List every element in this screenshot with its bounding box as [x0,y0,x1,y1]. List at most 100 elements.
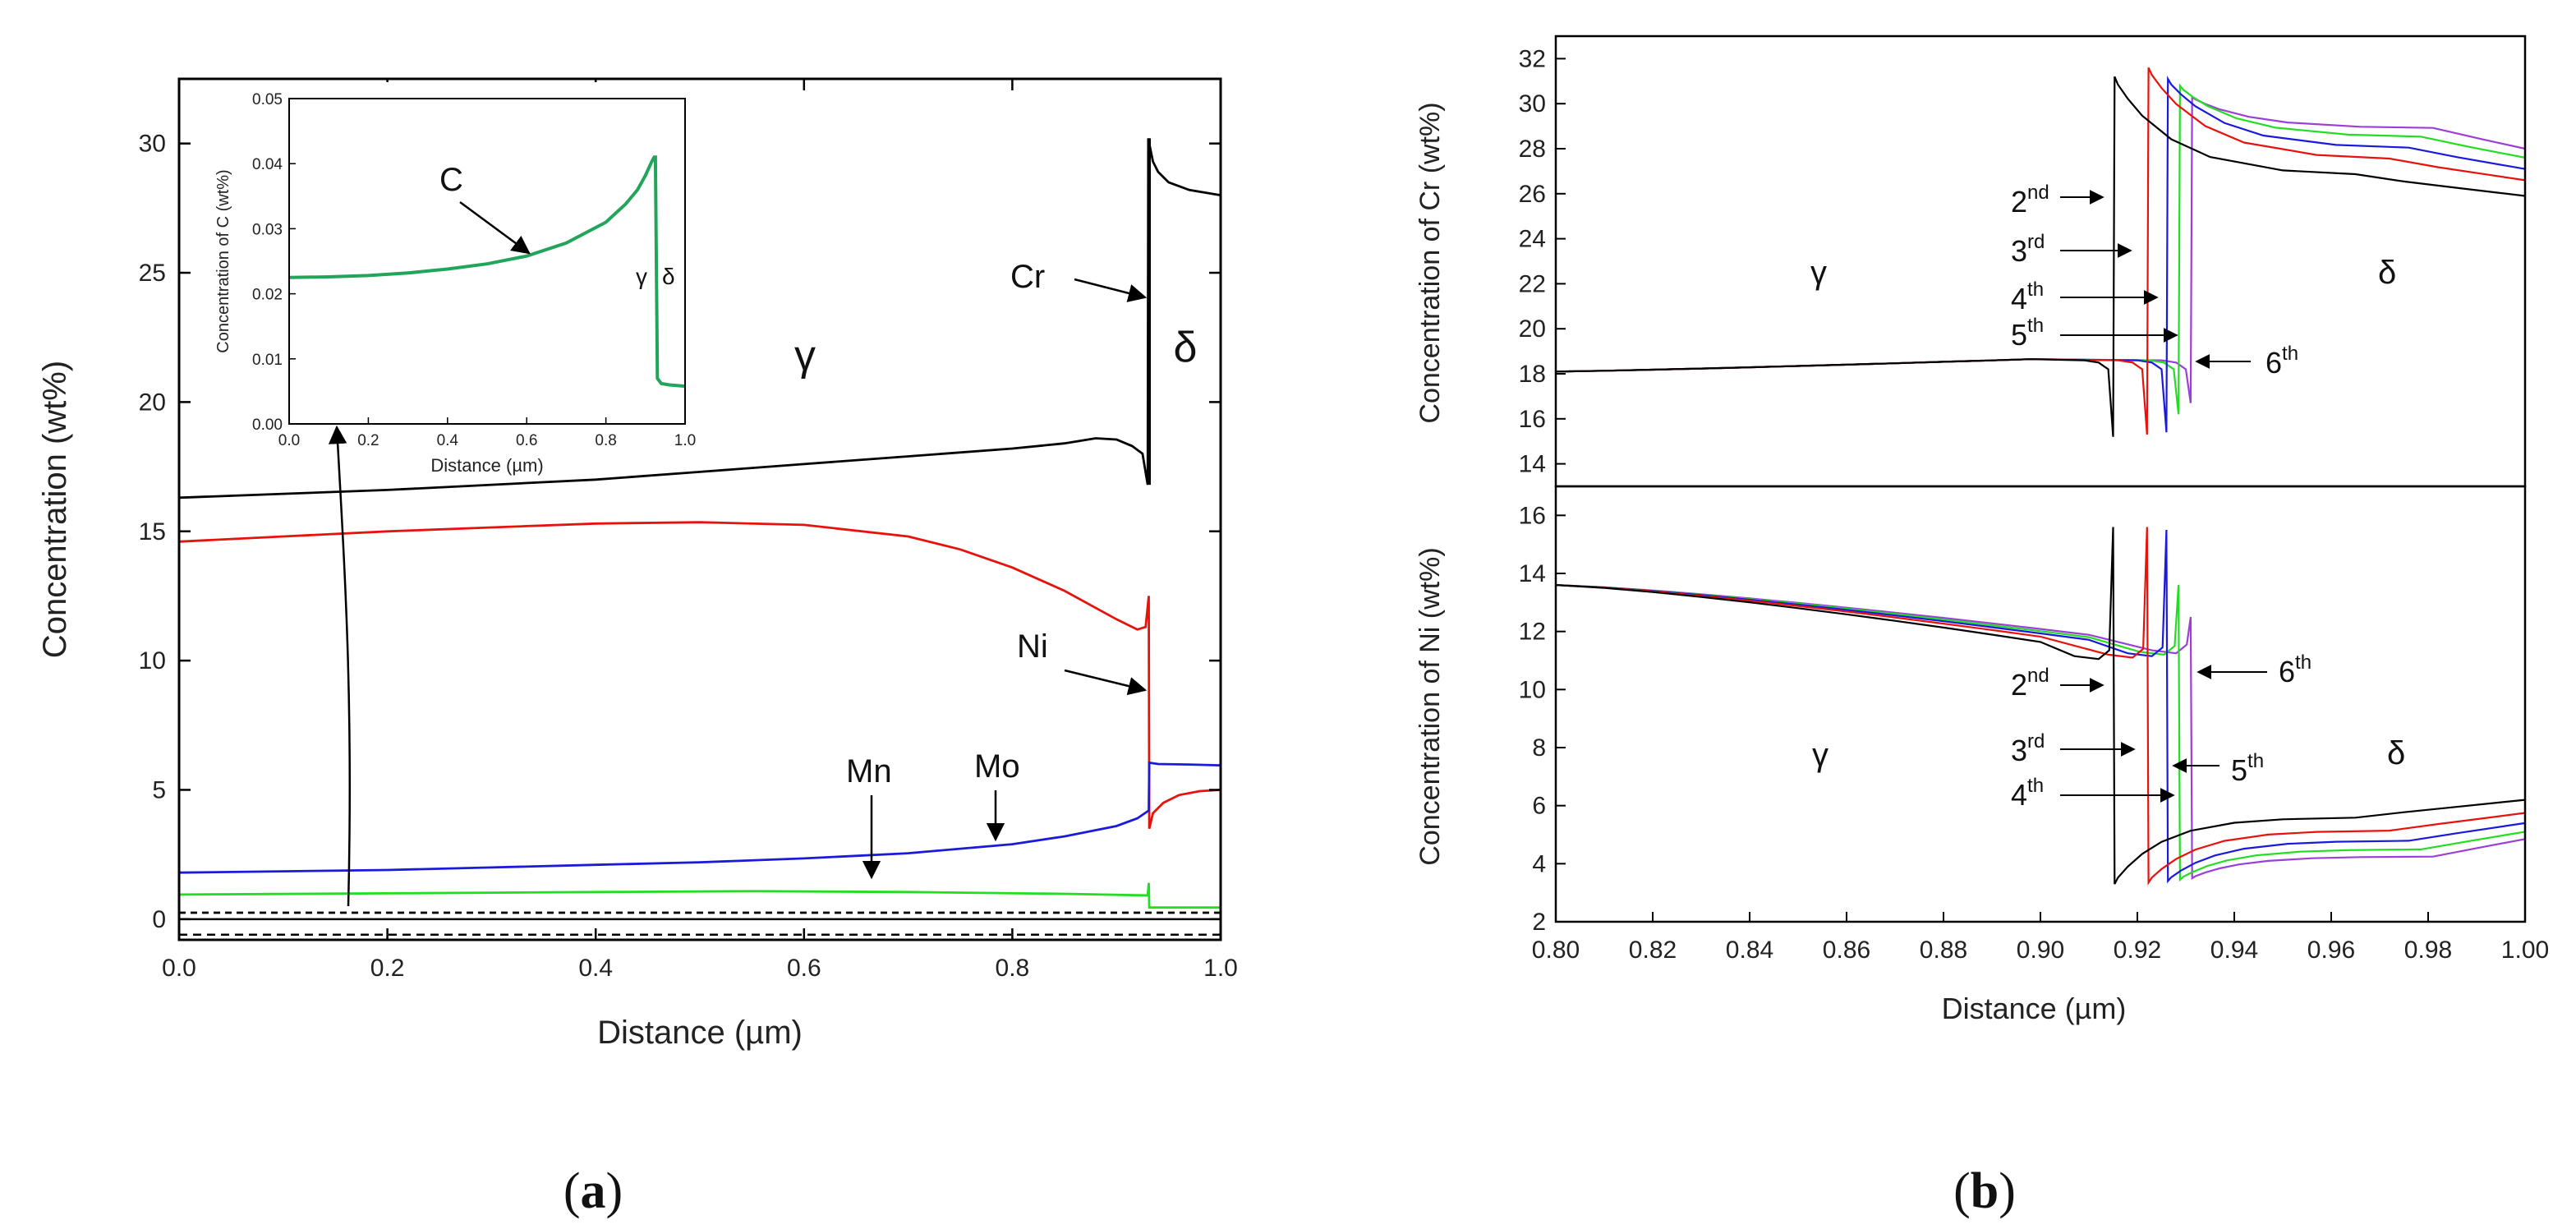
panel-b-top-y-axis-title: Concentration of Cr (wt%) [1414,102,1446,423]
inset-series-c [288,155,686,389]
panel-b-top-y-tick-label: 18 [1519,361,1546,388]
panel-a-y-tick-label: 20 [139,389,166,416]
inset-x-tick-label: 0.6 [516,432,537,449]
panel-b-bottom-y-tick-label: 16 [1519,502,1546,529]
panel-b-bottom-2nd-label: 2nd [2011,665,2049,702]
inset-x-tick-label: 0.8 [595,432,616,449]
inset-y-axis-title: Concentration of C (wt%) [214,169,232,352]
panel-b-bottom-y-tick-label: 10 [1519,676,1546,703]
panel-a-y-tick-label: 10 [139,647,166,674]
panel-b-x-tick-label: 0.80 [1532,937,1580,964]
panel-b-bottom-series-3rd [1555,527,2526,886]
panel-b-bottom-gamma-label: γ [1812,737,1828,773]
panel-a-cr-arrow [1074,278,1148,302]
panel-b-x-tick-label: 0.92 [2114,937,2161,964]
panel-b-x-tick-label: 0.98 [2404,937,2452,964]
panel-b-top-y-tick-label: 20 [1519,315,1546,343]
panel-a-x-tick-label: 0.6 [787,955,821,982]
panel-a-x-tick-label: 0.0 [162,955,196,982]
panel-a-plot-frame [177,77,1222,941]
inset-plot-frame [288,98,686,425]
panel-b-top-y-tick-label: 32 [1519,45,1546,72]
inset-y-tick-label: 0.04 [252,156,283,173]
panel-a-ni-arrow [1064,669,1148,696]
inset-c-label: C [439,162,463,198]
inset-y-tick-label: 0.01 [252,352,283,369]
panel-a-x-tick-label: 0.2 [370,955,405,982]
panel-a-label: (a) [564,1163,623,1219]
inset-x-tick-label: 0.4 [437,432,459,449]
panel-b-chart: 0.80 0.82 0.84 0.86 0.88 0.90 0.92 0.94 0.96 0.98… [1414,35,2549,1219]
panel-a-mo-label: Mo [974,748,1020,785]
panel-b-x-tick-label: 0.96 [2307,937,2355,964]
inset-x-tick-label: 0.0 [278,432,300,449]
panel-a-inset: 0.0 0.2 0.4 0.6 0.8 1.0 0.00 0.01 0.02 0.03 0.04 0.… [214,82,696,476]
panel-b-bottom-6th-label: 6th [2279,651,2312,688]
panel-b-x-tick-label: 0.94 [2210,937,2258,964]
panel-b-x-tick-label: 0.88 [1920,937,1967,964]
panel-b-bottom-y-tick-label: 2 [1532,909,1546,936]
panel-b-bottom-3rd-label: 3rd [2011,730,2045,767]
panel-b-bottom-y-tick-label: 14 [1519,560,1546,587]
panel-a-y-tick-label: 15 [139,518,166,545]
panel-b-top-series-2nd [1555,76,2526,437]
panel-a-cr-label: Cr [1010,259,1045,295]
panel-b-top-4th-label: 4th [2011,278,2044,315]
panel-b-bottom-y-axis-title: Concentration of Ni (wt%) [1414,547,1446,865]
panel-a-series-mo [178,761,1221,874]
panel-a-y-tick-label: 25 [139,260,166,287]
inset-x-tick-label: 1.0 [674,432,696,449]
inset-delta-label: δ [662,264,675,289]
inset-x-tick-label: 0.2 [357,432,379,449]
panel-a-series-cr [178,138,1221,499]
inset-y-tick-label: 0.00 [252,417,283,434]
inset-y-tick-label: 0.03 [252,221,283,238]
panel-b-bottom-series-4th [1555,529,2526,884]
panel-b-bottom-y-tick-label: 4 [1532,850,1546,877]
panel-b-top-delta-label: δ [2378,255,2396,291]
panel-a-inset-pointer-arrow [328,425,352,907]
panel-a-y-tick-label: 0 [152,906,166,933]
panel-b-x-tick-label: 0.84 [1726,937,1773,964]
panel-b-x-tick-label: 0.90 [2017,937,2064,964]
panel-a-gamma-label: γ [794,332,816,380]
panel-a-series-mn [178,882,1221,909]
panel-b-x-axis-title: Distance (µm) [1942,992,2127,1025]
inset-y-tick-label: 0.05 [252,91,283,108]
inset-gamma-label: γ [636,264,647,289]
inset-c-arrow [459,200,531,255]
panel-a-y-tick-label: 5 [152,776,166,803]
panel-b-top-y-tick-label: 30 [1519,90,1546,117]
panel-b-bottom-series-2nd [1555,527,2526,885]
panel-b-top-y-tick-label: 26 [1519,181,1546,208]
panel-a-x-tick-label: 1.0 [1203,955,1238,982]
panel-b-bottom-4th-label: 4th [2011,775,2044,812]
inset-x-axis-title: Distance (µm) [430,455,543,476]
panel-b-top-y-tick-label: 24 [1519,226,1546,253]
panel-a-x-axis-title: Distance (µm) [597,1015,803,1051]
panel-a-x-tick-label: 0.8 [996,955,1030,982]
panel-b-top-5th-label: 5th [2011,315,2044,352]
panel-b-top-2nd-label: 2nd [2011,182,2049,219]
inset-y-tick-label: 0.02 [252,287,283,304]
panel-b-top-y-tick-label: 28 [1519,136,1546,163]
panel-a-delta-label: δ [1174,324,1198,371]
panel-a-x-tick-label: 0.4 [578,955,613,982]
panel-b-bottom-y-tick-label: 6 [1532,793,1546,820]
panel-b-top-y-tick-label: 16 [1519,406,1546,433]
panel-b-top-3rd-label: 3rd [2011,231,2045,268]
panel-a-mn-label: Mn [846,753,892,789]
panel-b-x-tick-label: 0.82 [1629,937,1677,964]
panel-b-bottom-y-tick-label: 8 [1532,734,1546,762]
panel-b-bottom-annotations: γ δ 2nd 3rd 4th 5th 6th [1812,651,2405,812]
panel-b-top-y-tick-label: 14 [1519,451,1546,478]
panel-b-label: (b) [1953,1163,2016,1219]
panel-b-top-6th-label: 6th [2266,343,2298,380]
panel-a-y-tick-label: 30 [139,131,166,158]
panel-b-top-annotations: γ δ 2nd 3rd 4th 5th 6th [1810,182,2396,380]
panel-b-x-tick-label: 1.00 [2501,937,2549,964]
panel-b-top-gamma-label: γ [1810,255,1827,291]
panel-b-top-y-tick-label: 22 [1519,270,1546,297]
panel-b-bottom-5th-label: 5th [2231,750,2264,787]
